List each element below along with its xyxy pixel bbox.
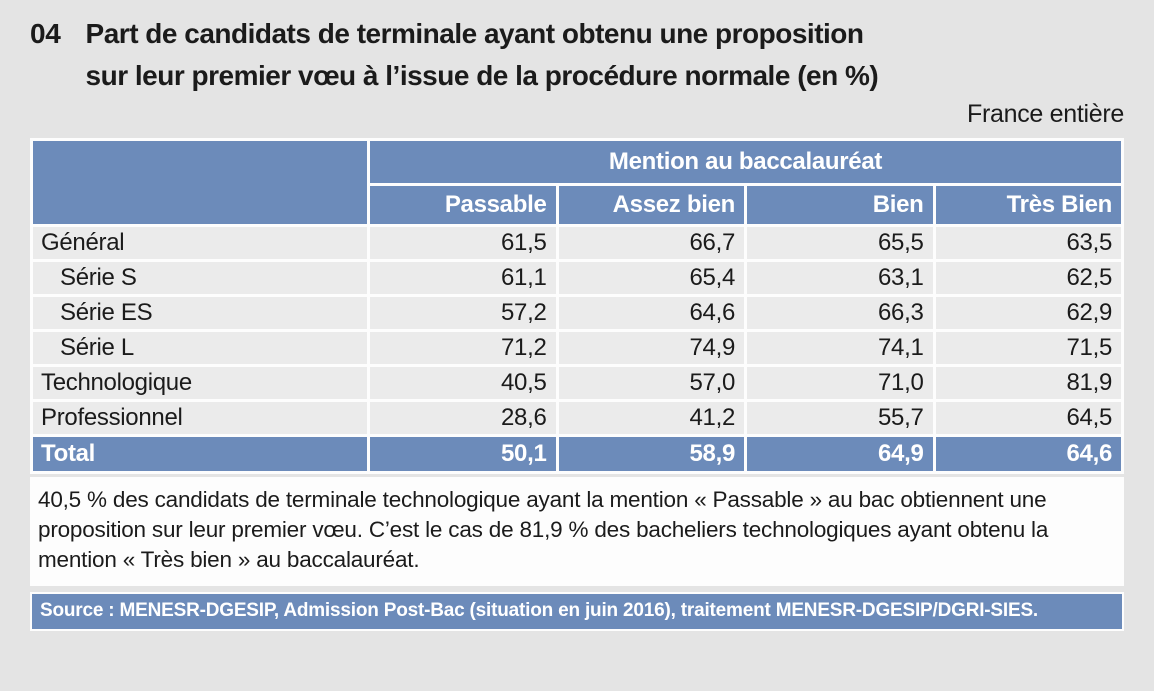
total-cell-value: 64,9 <box>747 437 933 471</box>
cell-value: 74,9 <box>558 332 744 364</box>
cell-value: 64,6 <box>558 297 744 329</box>
cell-value: 63,5 <box>935 227 1121 259</box>
row-label: Technologique <box>33 367 367 399</box>
cell-value: 61,5 <box>370 227 556 259</box>
column-header-passable: Passable <box>370 186 556 224</box>
cell-value: 62,5 <box>935 262 1121 294</box>
cell-value: 41,2 <box>558 402 744 434</box>
table-row-serie-es: Série ES 57,2 64,6 66,3 62,9 <box>33 297 1121 329</box>
cell-value: 66,7 <box>558 227 744 259</box>
data-table: Mention au baccalauréat Passable Assez b… <box>30 138 1124 474</box>
cell-value: 65,5 <box>747 227 933 259</box>
row-label: Série ES <box>33 297 367 329</box>
column-header-tres-bien: Très Bien <box>935 186 1121 224</box>
cell-value: 81,9 <box>935 367 1121 399</box>
row-label: Général <box>33 227 367 259</box>
table-row-technologique: Technologique 40,5 57,0 71,0 81,9 <box>33 367 1121 399</box>
figure-number: 04 <box>30 18 61 49</box>
group-header-cell: Mention au baccalauréat <box>370 141 1121 183</box>
figure-header: 04 Part de candidats de terminale ayant … <box>0 0 1154 97</box>
cell-value: 63,1 <box>747 262 933 294</box>
cell-value: 74,1 <box>747 332 933 364</box>
table-row-serie-s: Série S 61,1 65,4 63,1 62,5 <box>33 262 1121 294</box>
total-cell-value: 64,6 <box>935 437 1121 471</box>
total-cell-value: 50,1 <box>370 437 556 471</box>
table-row-total: Total 50,1 58,9 64,9 64,6 <box>33 437 1121 471</box>
cell-value: 55,7 <box>747 402 933 434</box>
cell-value: 28,6 <box>370 402 556 434</box>
row-label: Série S <box>33 262 367 294</box>
figure-title: Part de candidats de terminale ayant obt… <box>86 13 879 97</box>
cell-value: 61,1 <box>370 262 556 294</box>
cell-value: 62,9 <box>935 297 1121 329</box>
row-label: Professionnel <box>33 402 367 434</box>
column-header-assez-bien: Assez bien <box>558 186 744 224</box>
source-bar: Source : MENESR-DGESIP, Admission Post-B… <box>30 592 1124 631</box>
corner-cell <box>33 141 367 224</box>
cell-value: 71,2 <box>370 332 556 364</box>
row-label: Série L <box>33 332 367 364</box>
figure-title-line-2: sur leur premier vœu à l’issue de la pro… <box>85 60 879 91</box>
figure-title-line-1: Part de candidats de terminale ayant obt… <box>85 18 864 49</box>
cell-value: 57,2 <box>370 297 556 329</box>
total-row-label: Total <box>33 437 367 471</box>
cell-value: 71,0 <box>747 367 933 399</box>
column-header-bien: Bien <box>747 186 933 224</box>
column-header-row: Passable Assez bien Bien Très Bien <box>33 186 1121 224</box>
table-row-serie-l: Série L 71,2 74,9 74,1 71,5 <box>33 332 1121 364</box>
cell-value: 57,0 <box>558 367 744 399</box>
total-cell-value: 58,9 <box>558 437 744 471</box>
cell-value: 66,3 <box>747 297 933 329</box>
table-row-general: Général 61,5 66,7 65,5 63,5 <box>33 227 1121 259</box>
cell-value: 40,5 <box>370 367 556 399</box>
group-header-row: Mention au baccalauréat <box>33 141 1121 224</box>
scope-label: France entière <box>967 100 1124 128</box>
note-text: 40,5 % des candidats de terminale techno… <box>30 477 1124 586</box>
cell-value: 65,4 <box>558 262 744 294</box>
table-row-professionnel: Professionnel 28,6 41,2 55,7 64,5 <box>33 402 1121 434</box>
cell-value: 71,5 <box>935 332 1121 364</box>
cell-value: 64,5 <box>935 402 1121 434</box>
